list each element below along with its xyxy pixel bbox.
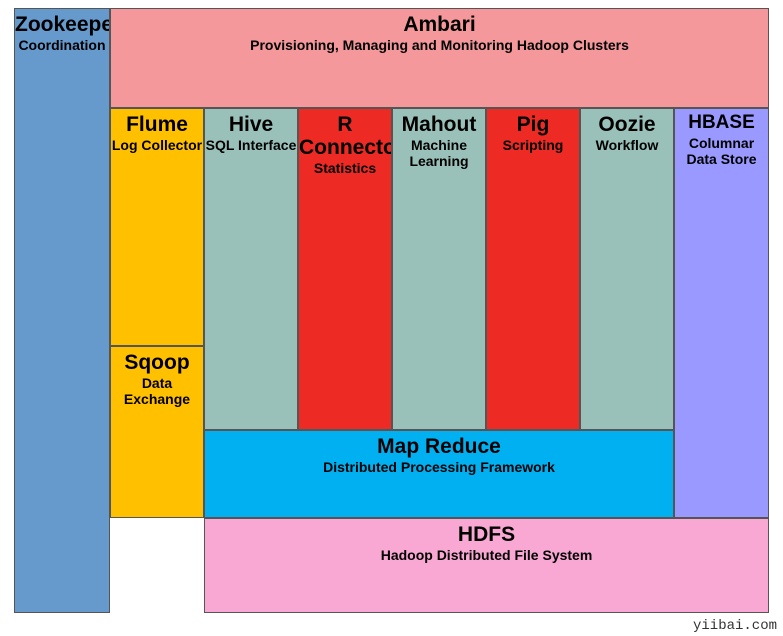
sqoop-title: Sqoop [111, 351, 203, 374]
ambari-subtitle: Provisioning, Managing and Monitoring Ha… [111, 37, 768, 53]
rconnectors-title: R Connectors [299, 113, 391, 159]
oozie-title: Oozie [581, 113, 673, 136]
hbase-title: HBASE [675, 113, 768, 134]
box-oozie: Oozie Workflow [580, 108, 674, 430]
zookeeper-title: Zookeeper [15, 13, 109, 36]
flume-subtitle: Log Collector [111, 137, 203, 153]
box-zookeeper: Zookeeper Coordination [14, 8, 110, 613]
box-ambari: Ambari Provisioning, Managing and Monito… [110, 8, 769, 108]
hbase-subtitle: Columnar Data Store [675, 135, 768, 167]
box-sqoop: Sqoop Data Exchange [110, 346, 204, 518]
pig-subtitle: Scripting [487, 137, 579, 153]
ambari-title: Ambari [111, 13, 768, 36]
hadoop-ecosystem-diagram: Zookeeper Coordination Ambari Provisioni… [14, 8, 769, 613]
oozie-subtitle: Workflow [581, 137, 673, 153]
box-flume: Flume Log Collector [110, 108, 204, 346]
hdfs-title: HDFS [205, 523, 768, 546]
box-mahout: Mahout Machine Learning [392, 108, 486, 430]
rconnectors-subtitle: Statistics [299, 160, 391, 176]
box-hbase: HBASE Columnar Data Store [674, 108, 769, 518]
hive-subtitle: SQL Interface [205, 137, 297, 153]
mapreduce-subtitle: Distributed Processing Framework [205, 459, 673, 475]
box-hive: Hive SQL Interface [204, 108, 298, 430]
mahout-title: Mahout [393, 113, 485, 136]
hdfs-subtitle: Hadoop Distributed File System [205, 547, 768, 563]
attribution-text: yiibai.com [693, 618, 777, 634]
zookeeper-subtitle: Coordination [15, 37, 109, 53]
flume-title: Flume [111, 113, 203, 136]
sqoop-subtitle: Data Exchange [111, 375, 203, 407]
box-rconnectors: R Connectors Statistics [298, 108, 392, 430]
box-mapreduce: Map Reduce Distributed Processing Framew… [204, 430, 674, 518]
hive-title: Hive [205, 113, 297, 136]
box-pig: Pig Scripting [486, 108, 580, 430]
box-hdfs: HDFS Hadoop Distributed File System [204, 518, 769, 613]
mahout-subtitle: Machine Learning [393, 137, 485, 169]
pig-title: Pig [487, 113, 579, 136]
mapreduce-title: Map Reduce [205, 435, 673, 458]
